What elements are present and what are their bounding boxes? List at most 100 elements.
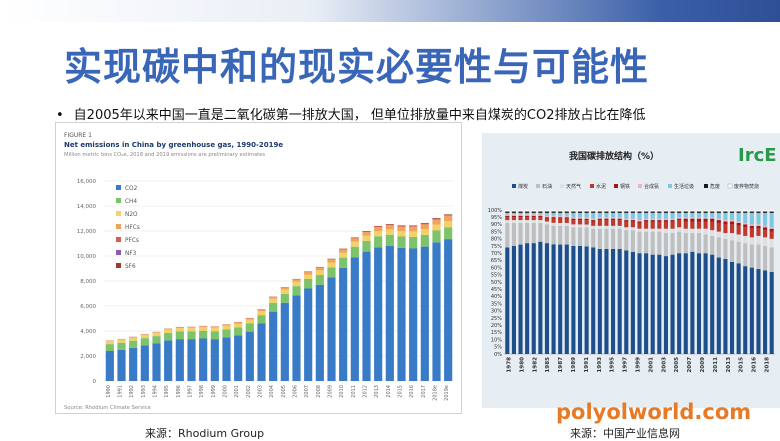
bar-segment-ch4: [397, 237, 405, 248]
legend-label: 生活垃圾: [674, 183, 694, 190]
bar-segment: [756, 236, 760, 245]
x-tick-label: 1995: [164, 385, 170, 398]
bar-segment: [624, 220, 628, 221]
bar-segment: [591, 222, 595, 226]
bar-segment: [770, 211, 774, 212]
x-tick-label: 2001: [648, 357, 654, 373]
bar-segment: [558, 211, 562, 212]
bar-segment-n2o: [141, 335, 149, 338]
bar-segment: [578, 210, 582, 211]
bar-segment-co2: [281, 303, 289, 381]
bar-segment-co2: [199, 339, 207, 382]
bullet-point: •自2005年以来中国一直是二氧化碳第一排放大国， 但单位排放量中来自煤炭的CO…: [56, 104, 645, 123]
bar-segment: [770, 247, 774, 271]
bar-segment: [770, 272, 774, 354]
bar-segment: [677, 217, 681, 218]
bar-segment-hfcs: [432, 220, 440, 225]
bar-segment: [644, 232, 648, 254]
chart-source: Source: Rhodium Climate Service: [64, 405, 151, 411]
bar-segment-n2o: [152, 333, 160, 336]
bar-segment: [723, 211, 727, 212]
legend-swatch: [116, 198, 121, 203]
slide-title: 实现碳中和的现实必要性与可能性: [64, 36, 649, 91]
x-tick-label: 1982: [532, 357, 538, 373]
bar-segment: [743, 210, 747, 211]
bar-segment: [637, 222, 641, 223]
bar-segment: [631, 220, 635, 221]
bar-segment: [657, 232, 661, 255]
bar-segment: [723, 222, 727, 225]
bar-segment-ch4: [327, 267, 335, 277]
bar-segment-n2o: [339, 253, 347, 258]
bar-segment: [723, 233, 727, 239]
bar-segment: [697, 219, 701, 222]
bar-segment-n2o: [397, 231, 405, 237]
bar-segment: [618, 249, 622, 354]
bar-segment-pfcs: [432, 219, 440, 220]
bar-segment: [611, 226, 615, 229]
bar-segment: [750, 229, 754, 238]
bar-segment-ch4: [246, 324, 254, 332]
bar-segment: [750, 213, 754, 225]
bar-segment: [578, 211, 582, 212]
x-tick-label: 1978: [506, 357, 512, 373]
bar-segment: [763, 270, 767, 354]
bar-segment: [552, 244, 556, 354]
y-tick-label: 0%: [494, 352, 502, 358]
bar-segment: [737, 210, 741, 211]
x-tick-label: 1997: [188, 385, 194, 398]
bar-segment: [604, 229, 608, 249]
bar-segment: [604, 249, 608, 354]
legend-label: SF6: [125, 264, 136, 270]
bar-segment-hfcs: [397, 227, 405, 231]
bar-segment: [664, 229, 668, 233]
bar-segment: [684, 253, 688, 354]
bar-segment: [684, 219, 688, 222]
bar-segment: [631, 213, 635, 219]
bar-segment: [717, 213, 721, 219]
bar-segment-n2o: [409, 231, 417, 237]
bar-segment: [624, 250, 628, 354]
bar-segment-n2o: [432, 225, 440, 231]
y-tick-label: 50%: [491, 280, 502, 286]
bar-segment-ch4: [211, 331, 219, 339]
x-tick-label: 1996: [176, 385, 182, 398]
bar-segment: [578, 246, 582, 354]
bar-segment: [532, 217, 536, 220]
legend-label: 钢铁: [620, 183, 630, 190]
bar-segment: [756, 211, 760, 212]
bar-segment: [538, 216, 542, 217]
watermark: polyolworld.com: [556, 400, 751, 424]
x-tick-label: 1993: [597, 357, 603, 373]
bar-segment: [717, 220, 721, 223]
bar-segment: [684, 229, 688, 233]
bar-segment: [505, 213, 509, 214]
bar-segment-hfcs: [211, 327, 219, 328]
bar-segment: [518, 211, 522, 212]
bar-segment: [697, 233, 701, 253]
bar-segment: [585, 246, 589, 354]
bar-segment-hfcs: [164, 329, 172, 330]
legend-label: CO2: [125, 186, 138, 192]
bar-segment-hfcs: [374, 227, 382, 231]
bar-segment-hfcs: [339, 250, 347, 253]
bar-segment-n2o: [211, 328, 219, 332]
bar-segment: [756, 224, 760, 225]
bar-segment: [558, 219, 562, 223]
bar-segment: [585, 211, 589, 212]
bar-segment: [505, 220, 509, 223]
bar-segment: [710, 210, 714, 211]
bar-segment-hfcs: [292, 280, 300, 282]
bar-segment-ch4: [234, 327, 242, 335]
bar-segment: [697, 213, 701, 217]
y-tick-label: 10,000: [77, 254, 97, 260]
legend-label: HFCs: [125, 225, 140, 231]
x-tick-label: 2000: [223, 385, 229, 398]
bar-segment-n2o: [351, 242, 359, 247]
bar-segment: [651, 232, 655, 255]
bar-segment-n2o: [362, 236, 370, 241]
bar-segment-hfcs: [234, 322, 242, 323]
bar-segment: [690, 219, 694, 222]
bar-segment: [723, 224, 727, 233]
x-tick-label: 2018: [765, 357, 771, 373]
